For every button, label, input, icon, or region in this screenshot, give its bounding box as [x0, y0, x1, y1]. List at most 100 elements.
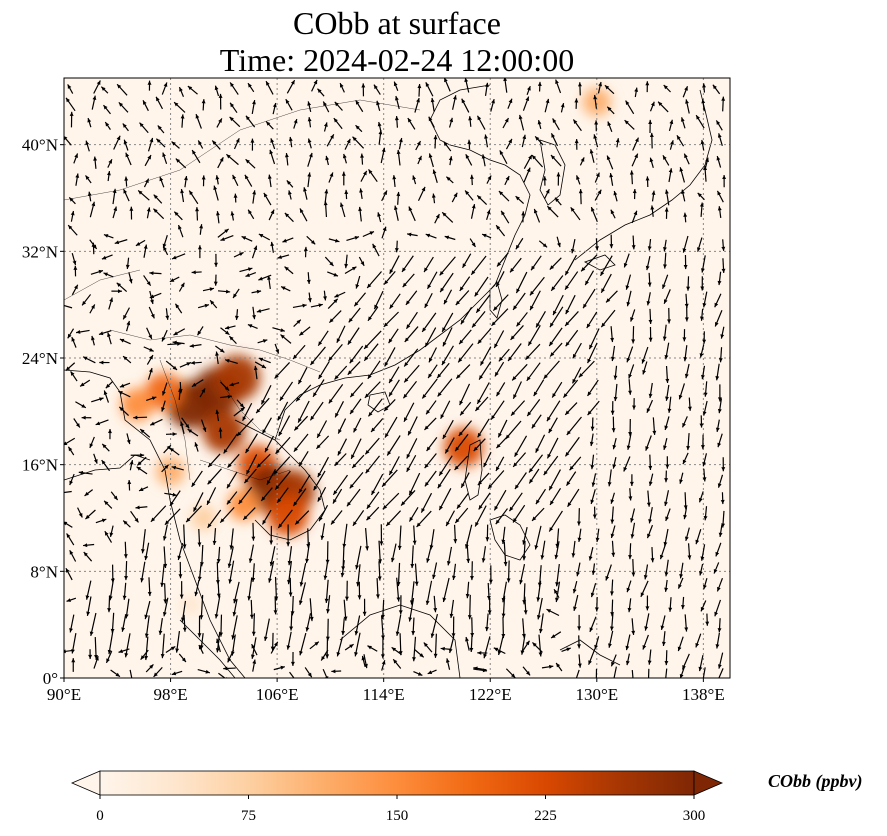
- wind-arrow: [445, 176, 454, 184]
- wind-arrow: [91, 95, 97, 110]
- wind-arrow: [631, 235, 636, 250]
- wind-arrow: [499, 150, 508, 165]
- wind-arrow: [686, 276, 691, 291]
- wind-arrow: [534, 525, 542, 550]
- wind-arrow: [505, 420, 522, 440]
- wind-arrow: [605, 290, 618, 303]
- wind-arrow: [215, 631, 221, 653]
- lon-tick-label: 138°E: [682, 685, 725, 704]
- wind-arrow: [293, 415, 309, 431]
- wind-arrow: [699, 308, 704, 321]
- wind-arrow: [212, 528, 217, 546]
- wind-arrow: [228, 335, 237, 345]
- wind-arrow: [642, 634, 649, 650]
- wind-arrow: [348, 307, 361, 323]
- wind-arrow: [662, 155, 670, 166]
- wind-arrow: [68, 196, 76, 205]
- wind-arrow: [197, 303, 210, 309]
- wind-arrow: [676, 135, 685, 147]
- wind-arrow: [274, 470, 291, 491]
- wind-arrow: [390, 543, 397, 563]
- wind-arrow: [309, 641, 320, 650]
- wind-arrow: [112, 206, 118, 219]
- wind-arrow: [143, 346, 154, 352]
- wind-arrow: [604, 84, 615, 95]
- wind-arrow: [537, 565, 542, 587]
- wind-arrow: [541, 664, 554, 669]
- wind-arrow: [158, 618, 163, 635]
- wind-arrow: [443, 289, 453, 305]
- wind-arrow: [646, 292, 651, 306]
- wind-arrow: [267, 174, 272, 188]
- wind-arrow: [715, 632, 720, 649]
- wind-arrow: [69, 111, 74, 128]
- wind-arrow: [687, 543, 692, 560]
- wind-arrow: [664, 470, 669, 483]
- wind-arrow: [87, 191, 92, 202]
- wind-arrow: [177, 224, 184, 238]
- wind-arrow: [473, 666, 487, 671]
- wind-arrow: [495, 224, 506, 237]
- wind-arrow: [318, 504, 329, 522]
- wind-arrow: [162, 597, 169, 617]
- wind-arrow: [239, 267, 253, 273]
- wind-arrow: [163, 546, 168, 569]
- wind-arrow: [286, 524, 291, 547]
- cobb-hotspot-14: [582, 87, 612, 117]
- wind-arrow: [116, 282, 128, 293]
- wind-arrow: [649, 101, 655, 112]
- wind-arrow: [408, 507, 419, 522]
- wind-arrow: [398, 633, 403, 656]
- wind-arrow: [381, 226, 387, 239]
- wind-arrow: [153, 194, 163, 204]
- wind-arrow: [229, 82, 239, 95]
- wind-arrow: [456, 492, 469, 510]
- wind-arrow: [304, 667, 313, 678]
- wind-arrow: [143, 275, 152, 287]
- wind-arrow: [697, 192, 705, 201]
- wind-arrow: [367, 645, 378, 652]
- wind-arrow: [377, 561, 382, 581]
- wind-arrow: [143, 244, 148, 258]
- wind-arrow: [331, 669, 342, 674]
- wind-arrow: [610, 579, 614, 596]
- wind-arrow: [196, 326, 204, 336]
- wind-arrow: [213, 274, 218, 286]
- wind-arrow: [645, 256, 651, 271]
- wind-arrow: [70, 371, 78, 382]
- wind-arrow: [135, 505, 148, 510]
- wind-arrow: [485, 524, 490, 542]
- wind-arrow: [548, 469, 561, 491]
- wind-arrow: [510, 400, 526, 417]
- wind-arrow: [159, 176, 165, 188]
- wind-arrow: [207, 453, 221, 468]
- wind-arrow: [449, 599, 455, 619]
- wind-arrow: [575, 175, 581, 185]
- wind-arrow: [347, 327, 360, 345]
- wind-arrow: [625, 653, 630, 666]
- wind-arrow: [342, 523, 348, 549]
- wind-arrow: [149, 418, 163, 426]
- wind-arrow: [112, 188, 117, 205]
- wind-arrow: [713, 562, 720, 574]
- wind-arrow: [363, 343, 379, 362]
- wind-arrow: [95, 518, 107, 524]
- wind-arrow: [439, 272, 454, 293]
- wind-arrow: [191, 270, 202, 275]
- wind-arrow: [646, 524, 654, 539]
- wind-arrow: [626, 290, 632, 307]
- wind-arrow: [247, 209, 255, 220]
- wind-arrow: [536, 597, 543, 620]
- wind-arrow: [99, 360, 110, 365]
- wind-arrow: [260, 487, 273, 502]
- wind-arrow: [66, 533, 75, 546]
- wind-arrow: [651, 190, 656, 202]
- wind-arrow: [543, 360, 560, 380]
- wind-arrow: [344, 643, 354, 651]
- wind-arrow: [318, 361, 330, 380]
- wind-arrow: [328, 384, 344, 404]
- wind-arrow: [173, 101, 186, 113]
- wind-arrow: [577, 635, 581, 649]
- wind-arrow: [406, 454, 417, 473]
- wind-arrow: [69, 473, 75, 486]
